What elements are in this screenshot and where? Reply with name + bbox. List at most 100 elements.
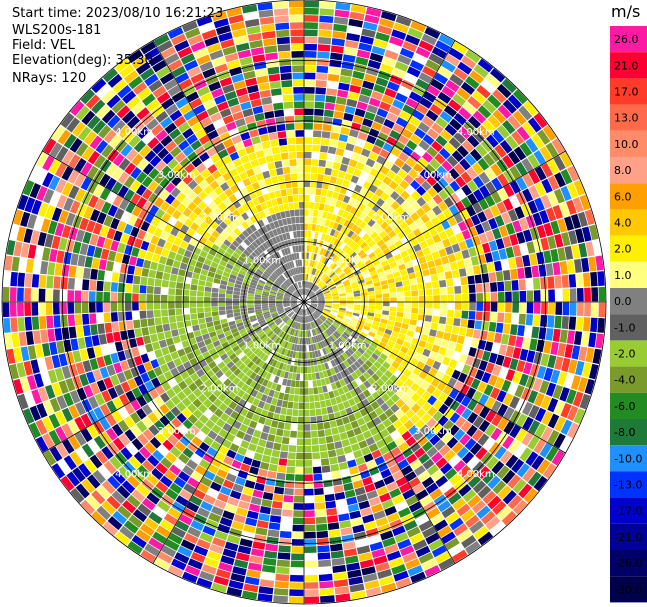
velocity-gate [412, 539, 428, 551]
velocity-gate [283, 101, 294, 109]
velocity-gate [156, 500, 171, 513]
velocity-gate [288, 320, 294, 327]
velocity-gate [365, 7, 382, 18]
velocity-gate [187, 526, 202, 538]
velocity-gate [338, 288, 345, 293]
velocity-gate [313, 130, 322, 138]
velocity-gate [528, 185, 540, 200]
velocity-gate [398, 441, 409, 452]
velocity-gate [388, 557, 404, 568]
velocity-gate [390, 297, 397, 302]
velocity-gate [455, 361, 465, 372]
velocity-gate [349, 251, 357, 259]
velocity-gate [312, 321, 317, 328]
velocity-gate [287, 459, 296, 467]
velocity-gate [96, 280, 104, 292]
velocity-gate [245, 411, 255, 420]
velocity-gate [306, 289, 311, 296]
velocity-gate [328, 205, 335, 214]
velocity-gate [298, 252, 302, 260]
velocity-gate [382, 176, 393, 186]
velocity-gate [168, 532, 183, 545]
velocity-gate [332, 564, 347, 573]
velocity-gate [575, 316, 584, 331]
velocity-gate [163, 513, 178, 526]
velocity-gate [304, 130, 313, 137]
velocity-gate [204, 557, 220, 568]
velocity-gate [364, 483, 376, 493]
velocity-gate [467, 412, 479, 424]
velocity-gate [468, 247, 477, 257]
velocity-gate [428, 53, 444, 66]
velocity-gate [458, 484, 472, 497]
velocity-gate [304, 187, 310, 195]
colorbar-tick-label: -4.0 [614, 374, 635, 387]
velocity-gate [328, 529, 341, 538]
velocity-gate [282, 333, 288, 340]
velocity-gate [458, 353, 468, 364]
velocity-gate [375, 293, 383, 299]
velocity-gate [522, 416, 534, 431]
velocity-gate [408, 168, 419, 179]
velocity-gate [511, 130, 525, 146]
velocity-gate [363, 325, 371, 331]
velocity-gate [298, 194, 304, 202]
velocity-gate [211, 302, 218, 307]
velocity-gate [317, 296, 325, 299]
velocity-gate [395, 281, 403, 288]
velocity-gate [336, 282, 343, 288]
velocity-gate [361, 363, 370, 371]
velocity-gate [329, 313, 337, 318]
velocity-gate [550, 220, 561, 235]
velocity-gate [199, 441, 210, 452]
velocity-gate [564, 245, 574, 260]
velocity-gate [340, 394, 348, 402]
velocity-gate [502, 198, 514, 211]
velocity-gate [320, 1, 335, 9]
velocity-gate [293, 195, 299, 202]
velocity-gate [306, 344, 310, 352]
velocity-gate [554, 233, 564, 248]
velocity-gate [581, 257, 590, 273]
velocity-gate [339, 261, 347, 269]
velocity-gate [168, 315, 177, 323]
velocity-gate [240, 463, 251, 473]
velocity-gate [498, 344, 508, 356]
velocity-gate [300, 308, 303, 316]
velocity-gate [304, 94, 315, 101]
velocity-gate [588, 363, 599, 380]
velocity-gate [419, 354, 429, 364]
velocity-gate [483, 208, 494, 220]
velocity-gate [410, 133, 422, 145]
velocity-gate [384, 543, 399, 555]
velocity-gate [304, 252, 307, 259]
velocity-gate [402, 551, 418, 563]
velocity-gate [448, 543, 464, 557]
velocity-gate [366, 459, 377, 470]
velocity-gate [421, 476, 435, 489]
velocity-gate [292, 531, 304, 539]
velocity-gate [240, 440, 250, 449]
velocity-gate [379, 149, 390, 159]
velocity-gate [10, 271, 18, 287]
velocity-gate [167, 564, 184, 577]
velocity-gate [148, 325, 157, 335]
velocity-gate [441, 160, 453, 172]
velocity-gate [389, 464, 401, 475]
velocity-gate [286, 349, 291, 357]
velocity-gate [298, 409, 304, 417]
velocity-gate [418, 256, 427, 264]
velocity-gate [304, 531, 316, 539]
velocity-gate [309, 293, 316, 298]
velocity-gate [323, 266, 329, 273]
velocity-gate [395, 577, 412, 589]
velocity-gate [262, 425, 271, 434]
velocity-gate [254, 299, 261, 302]
velocity-gate [286, 130, 295, 138]
velocity-gate [203, 494, 216, 505]
velocity-gate [323, 339, 329, 347]
velocity-gate [226, 449, 237, 459]
velocity-gate [311, 373, 317, 380]
velocity-gate [232, 395, 242, 404]
velocity-gate [519, 447, 533, 462]
